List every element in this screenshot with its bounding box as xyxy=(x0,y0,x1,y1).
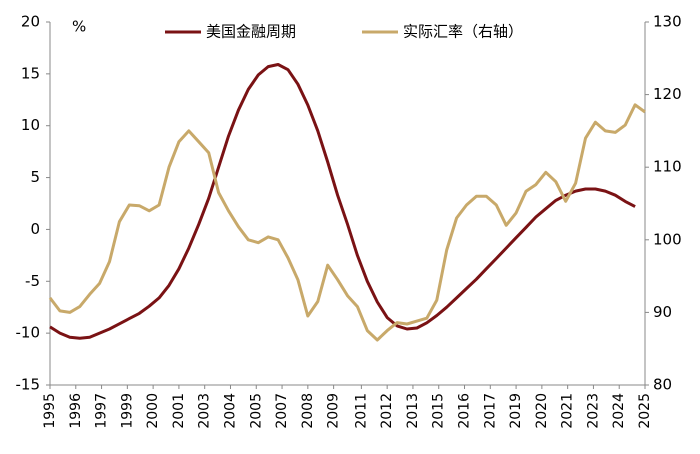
x-tick-label: 2024 xyxy=(611,393,627,429)
x-tick-label: 1996 xyxy=(68,393,84,429)
x-tick-label: 2021 xyxy=(560,393,576,429)
x-tick-label: 2000 xyxy=(145,393,161,429)
x-tick-label: 2019 xyxy=(508,393,524,429)
x-tick-label: 2005 xyxy=(248,393,264,429)
y2-tick-label: 90 xyxy=(653,303,672,321)
x-tick-label: 1999 xyxy=(119,393,135,429)
y2-tick-label: 130 xyxy=(653,13,682,31)
unit-label: % xyxy=(72,18,86,36)
x-tick-label: 2011 xyxy=(353,393,369,429)
y-tick-label: 5 xyxy=(30,168,40,186)
y-tick-label: -5 xyxy=(25,272,40,290)
y2-tick-label: 120 xyxy=(653,85,682,103)
x-tick-label: 2023 xyxy=(585,393,601,429)
x-tick-label: 2013 xyxy=(405,393,421,429)
legend-label: 美国金融周期 xyxy=(206,23,296,41)
series-line xyxy=(48,103,646,342)
x-tick-label: 2020 xyxy=(534,393,550,429)
x-tick-label: 2017 xyxy=(482,393,498,429)
x-tick-label: 2012 xyxy=(379,393,395,429)
y-tick-label: 15 xyxy=(21,64,40,82)
y2-tick-label: 100 xyxy=(653,230,682,248)
x-tick-label: 2001 xyxy=(171,393,187,429)
x-tick-label: 2008 xyxy=(300,393,316,429)
y-tick-label: 0 xyxy=(30,220,40,238)
x-tick-label: 2009 xyxy=(326,393,342,429)
x-tick-label: 2016 xyxy=(457,393,473,429)
y-tick-label: 10 xyxy=(21,116,40,134)
series-line xyxy=(49,63,636,340)
y2-tick-label: 110 xyxy=(653,158,682,176)
y-tick-label: -15 xyxy=(16,376,41,394)
x-tick-label: 1995 xyxy=(42,393,58,429)
x-tick-label: 1997 xyxy=(94,393,110,429)
y2-tick-label: 80 xyxy=(653,376,672,394)
x-tick-label: 2025 xyxy=(637,393,653,429)
x-tick-label: 2003 xyxy=(197,393,213,429)
x-tick-label: 2007 xyxy=(274,393,290,429)
legend-label: 实际汇率（右轴） xyxy=(403,23,523,41)
x-tick-label: 2015 xyxy=(431,393,447,429)
y-tick-label: -10 xyxy=(16,324,41,342)
x-tick-label: 2004 xyxy=(222,393,238,429)
y-tick-label: 20 xyxy=(21,13,40,31)
